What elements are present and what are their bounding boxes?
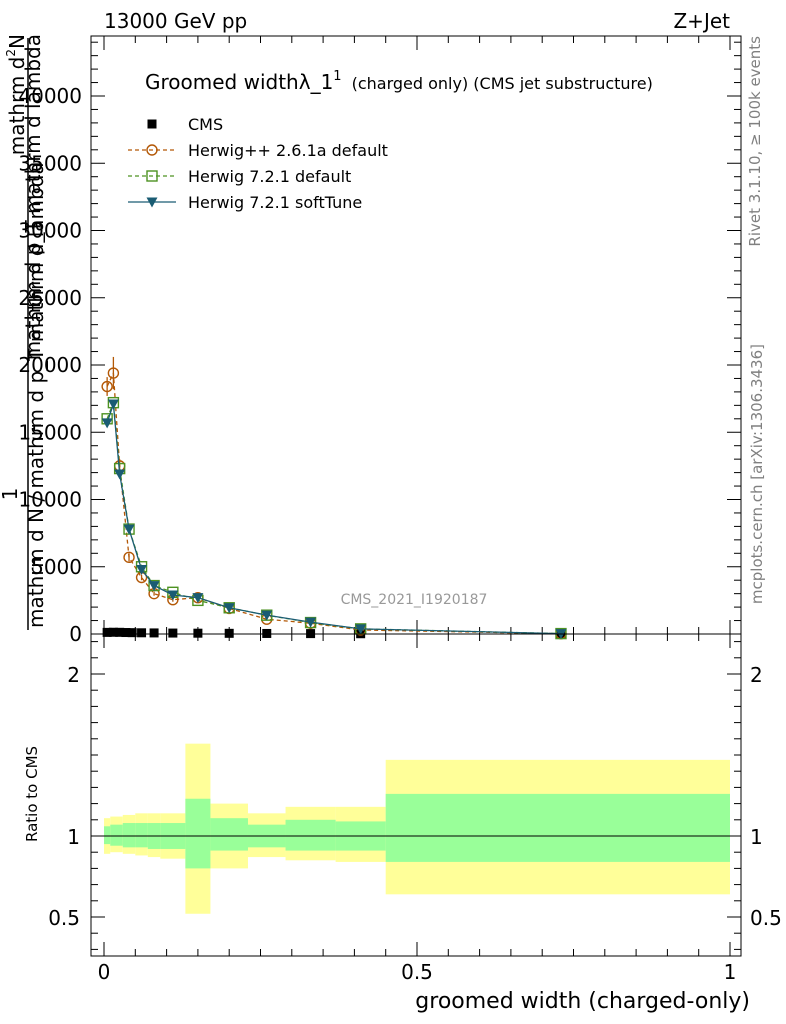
y-tick-label: 25000	[18, 286, 82, 310]
data-point-cms	[115, 627, 125, 637]
chart-title-lambda: λ_1	[299, 70, 334, 94]
main-ylabel-den: mathrm d N / mathrm d p_T mathrm d lambd…	[24, 162, 48, 628]
x-tick-label: 1	[724, 960, 737, 984]
main-ylabel-overlay: mathrm d p_T mathrm d lambda	[21, 34, 45, 360]
main-series	[101, 356, 567, 640]
data-point-herwig-soft	[101, 418, 113, 429]
data-point-herwig-soft	[355, 624, 367, 635]
ratio-panel: 0.5 0.5 1 1 2 2 0 0.5 1 Ratio to CMS groomed wid…	[23, 633, 782, 1014]
data-point-cms	[102, 627, 112, 637]
data-point-herwig-soft	[123, 524, 135, 535]
ratio-ylabel: Ratio to CMS	[23, 746, 41, 842]
mcplots-label: mcplots.cern.ch [arXiv:1306.3436]	[748, 344, 766, 604]
data-point-herwig-soft	[305, 617, 317, 628]
x-axis-label: groomed width (charged-only)	[415, 989, 750, 1014]
series-herwig-721	[101, 396, 567, 640]
process-label: Z+Jet	[673, 9, 730, 33]
y-tick-label: 40000	[18, 84, 82, 108]
legend-item-herwig-soft: Herwig 7.2.1 softTune	[128, 193, 362, 212]
main-ylabel: mathrm d p_T mathrm d lambda mathrm d2N …	[0, 34, 48, 630]
legend-label: CMS	[188, 115, 223, 134]
ratio-y-tick-label-right: 1	[750, 825, 763, 849]
ratio-band-inner	[122, 823, 136, 848]
ratio-band-inner	[285, 819, 336, 851]
data-point-cms	[127, 628, 137, 638]
data-point-herwig-261a	[123, 551, 135, 564]
ratio-y-tick-label-right: 0.5	[750, 906, 782, 930]
data-point-herwig-soft	[167, 590, 179, 601]
legend-item-herwig-721: Herwig 7.2.1 default	[128, 167, 351, 186]
data-point-cms	[168, 628, 178, 638]
data-point-cms	[149, 628, 159, 638]
ratio-frame	[90, 633, 742, 957]
ratio-bands	[104, 743, 730, 914]
legend-item-herwig-261a: Herwig++ 2.6.1a default	[128, 141, 388, 160]
legend-item-cms: CMS	[147, 115, 223, 134]
data-point-herwig-261a	[107, 367, 120, 379]
main-ylabel-num: mathrm d2N	[4, 34, 29, 155]
y-tick-label: 0	[69, 622, 82, 646]
energy-label: 13000 GeV pp	[104, 9, 247, 33]
data-point-cms	[193, 628, 203, 638]
data-point-herwig-soft	[261, 610, 273, 621]
data-point-herwig-soft	[223, 603, 235, 614]
data-point-cms	[224, 628, 234, 638]
data-point-cms	[137, 628, 147, 638]
ratio-band-inner	[185, 798, 211, 869]
series-herwig-soft	[101, 399, 567, 640]
ratio-band-inner	[385, 793, 730, 862]
y-tick-label: 5000	[31, 555, 82, 579]
y-tick-label: 10000	[18, 488, 82, 512]
main-ylabel-num-sup: 2	[4, 49, 18, 57]
legend-marker	[146, 170, 158, 182]
data-point-herwig-soft	[192, 593, 204, 604]
legend-marker	[146, 144, 158, 156]
watermark: CMS_2021_I1920187	[341, 592, 488, 608]
legend-label: Herwig 7.2.1 softTune	[188, 193, 362, 212]
ratio-band-inner	[104, 826, 111, 845]
legend-marker	[146, 197, 158, 208]
legend-label: Herwig++ 2.6.1a default	[188, 141, 388, 160]
ratio-y-tick-label: 1	[67, 825, 80, 849]
y-tick-label: 35000	[18, 151, 82, 175]
main-ylabel-num-n: N	[5, 34, 29, 49]
data-point-herwig-soft	[136, 564, 148, 575]
ratio-y-tick-label-right: 2	[750, 663, 763, 687]
main-ylabel-one: 1	[0, 488, 22, 501]
y-tick-label: 15000	[18, 420, 82, 444]
main-ticks: 0 5000 10000 15000 20000 25000 30000 35000 40000	[18, 36, 741, 646]
main-ylabel-num-lhs: mathrm d	[5, 57, 29, 156]
chart-title-rest: (charged only) (CMS jet substructure)	[352, 74, 653, 93]
chart-title: Groomed widthλ_11 (charged only) (CMS jet…	[145, 69, 653, 94]
data-point-cms	[108, 627, 118, 637]
data-point-herwig-261a	[101, 380, 113, 393]
x-tick-label: 0.5	[401, 960, 433, 984]
x-tick-label: 0	[98, 960, 111, 984]
ratio-y-tick-label: 2	[67, 663, 80, 687]
y-tick-label: 20000	[18, 353, 82, 377]
ratio-band-inner	[110, 824, 123, 846]
y-tick-label: 30000	[18, 219, 82, 243]
ratio-y-tick-label: 0.5	[48, 906, 80, 930]
data-point-herwig-soft	[107, 399, 119, 410]
data-point-cms	[121, 628, 131, 638]
legend: CMS Herwig++ 2.6.1a default Herwig 7.2.1 d…	[128, 115, 388, 212]
ratio-band-inner	[135, 823, 148, 848]
legend-marker	[147, 119, 157, 129]
main-panel: 0 5000 10000 15000 20000 25000 30000 35000 40000…	[0, 34, 742, 646]
chart-title-sup: 1	[333, 69, 341, 84]
ratio-band-inner	[210, 818, 248, 851]
legend-label: Herwig 7.2.1 default	[188, 167, 351, 186]
data-point-herwig-soft	[148, 581, 160, 592]
data-point-cms	[262, 628, 272, 638]
data-point-herwig-soft	[114, 469, 126, 480]
ratio-ticks: 0.5 0.5 1 1 2 2 0 0.5 1	[48, 634, 782, 984]
chart-title-main: Groomed width	[145, 70, 299, 94]
rivet-label: Rivet 3.1.10, ≥ 100k events	[746, 36, 764, 247]
